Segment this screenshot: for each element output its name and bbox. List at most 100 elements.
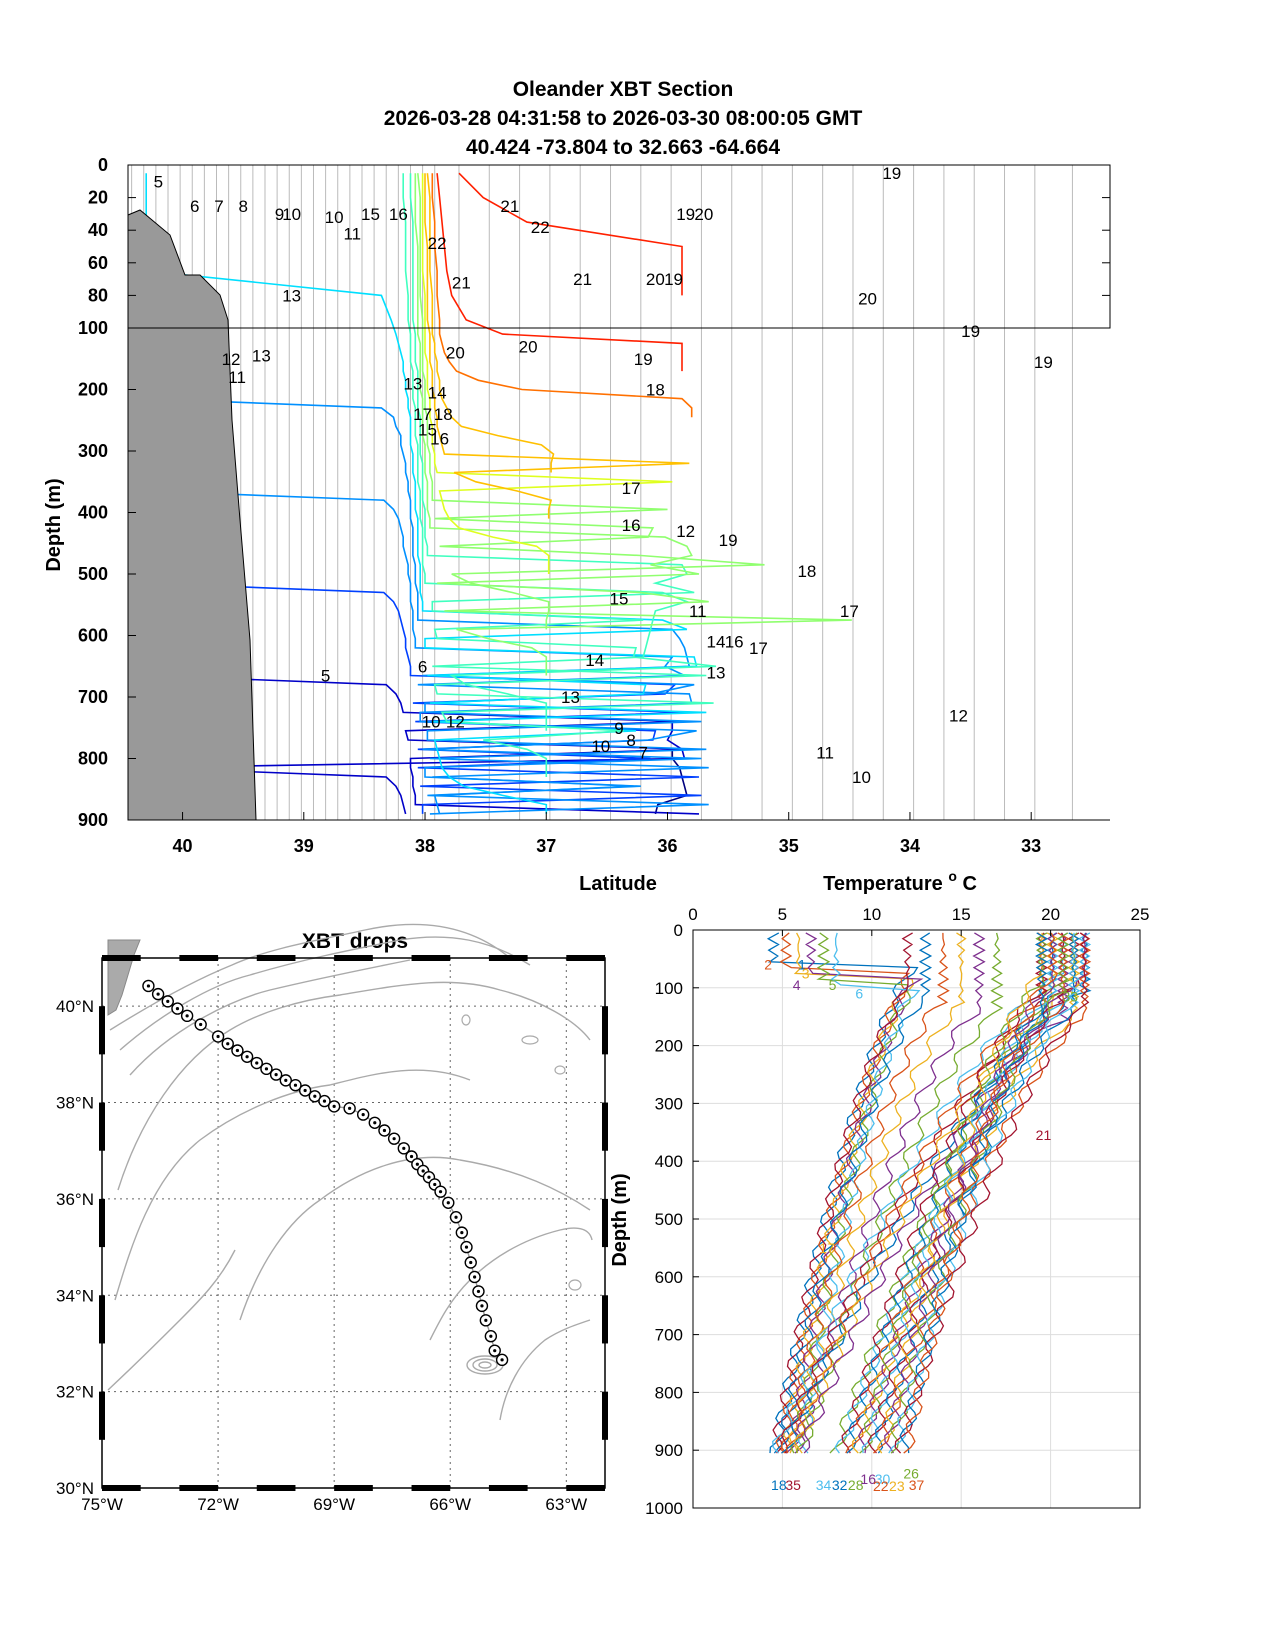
profile-label: 5 <box>829 977 837 993</box>
map-frame-segment <box>179 955 219 961</box>
temperature-profile <box>773 932 933 1454</box>
lat-tick-label: 39 <box>294 836 314 856</box>
map-frame-segment <box>179 1485 219 1491</box>
xbt-drop-center <box>460 1231 464 1235</box>
profile-y-tick-label: 600 <box>655 1268 683 1287</box>
profile-label: 6 <box>855 986 863 1002</box>
map-frame-segment <box>488 955 528 961</box>
contour-label: 6 <box>418 657 427 676</box>
map-frame-segment <box>99 1295 105 1344</box>
contour-label: 11 <box>689 602 707 621</box>
profile-label: 2 <box>764 957 772 973</box>
contour-label: 12 <box>446 713 465 732</box>
profile-label: 16 <box>860 1471 876 1487</box>
upper-tick-label: 60 <box>88 253 108 273</box>
map-lat-label: 36°N <box>56 1190 94 1209</box>
contour-9 <box>145 444 709 815</box>
map-frame-segment <box>334 955 373 961</box>
xbt-drop-center <box>469 1260 473 1265</box>
temperature-profile <box>803 932 1071 1454</box>
lower-tick-label: 700 <box>78 687 108 707</box>
station-lines <box>131 165 1073 820</box>
temperature-profile <box>859 932 1048 1454</box>
temperature-profile <box>780 932 950 1454</box>
contour-18 <box>426 173 555 473</box>
xbt-drop-center <box>464 1245 469 1249</box>
section-x-label: Latitude <box>579 873 657 895</box>
profile-label: 35 <box>785 1477 801 1493</box>
contour-label: 19 <box>1034 353 1053 372</box>
xbt-drop-center <box>235 1048 240 1053</box>
contour-label: 19 <box>676 205 695 224</box>
map-frame-segment <box>99 1391 105 1440</box>
xbt-drop-center <box>284 1078 288 1082</box>
profile-y-tick-label: 700 <box>655 1326 683 1345</box>
temperature-profile <box>785 932 924 1454</box>
map-frame-segment <box>99 1102 105 1151</box>
map-frame-segment <box>99 1198 105 1248</box>
profile-y-tick-label: 200 <box>655 1037 683 1056</box>
contour-label: 6 <box>190 197 199 216</box>
xbt-drop-center <box>313 1094 317 1098</box>
contour-label: 14 <box>585 651 604 670</box>
profile-x-label-unit: C <box>962 873 976 895</box>
contour-12 <box>402 173 714 777</box>
profile-y-tick-label: 900 <box>655 1441 683 1460</box>
map-frame-segment <box>566 955 605 961</box>
xbt-drop-center <box>493 1349 497 1353</box>
map-frame-segment <box>602 1006 608 1055</box>
xbt-drop-center <box>476 1289 481 1294</box>
xbt-drop-center <box>454 1215 458 1219</box>
temperature-profile <box>861 932 1060 1454</box>
temperature-profile <box>894 932 1090 1454</box>
xbt-drop-center <box>480 1304 484 1308</box>
contour-label: 8 <box>238 197 247 216</box>
map-lon-label: 72°W <box>197 1495 239 1514</box>
xbt-drop-center <box>175 1006 180 1011</box>
contour-label: 19 <box>634 350 653 369</box>
contour-label: 17 <box>749 639 768 658</box>
profile-x-tick-label: 10 <box>862 905 881 924</box>
contour-label: 12 <box>949 706 968 725</box>
temperature-profile <box>903 932 1059 1454</box>
lower-tick-label: 300 <box>78 441 108 461</box>
profile-label: 4 <box>793 977 801 993</box>
profile-y-tick-label: 300 <box>655 1094 683 1113</box>
lower-depth-ticks: 100 200 300 400 500 600 700 800 900 <box>78 318 136 830</box>
contour-label: 10 <box>282 205 301 224</box>
contour-label: 7 <box>214 197 223 216</box>
xbt-drop-center <box>438 1190 443 1194</box>
contour-label: 8 <box>626 731 635 750</box>
map-frame-segment <box>602 1295 608 1344</box>
lower-tick-label: 500 <box>78 564 108 584</box>
profile-label: 32 <box>832 1477 848 1493</box>
contour-label: 12 <box>222 350 241 369</box>
lat-tick-label: 37 <box>536 836 556 856</box>
map-lat-label: 40°N <box>56 997 94 1016</box>
xbt-drop-center <box>433 1182 437 1187</box>
lat-tick-label: 35 <box>779 836 799 856</box>
contour-label: 19 <box>664 270 683 289</box>
upper-depth-ticks: 0 20 40 60 80 <box>88 155 1110 329</box>
xbt-drop-center <box>489 1334 493 1338</box>
latitude-ticks: 40 39 38 37 36 35 34 33 <box>173 812 1041 856</box>
map-lon-label: 69°W <box>313 1495 355 1514</box>
contour-label: 16 <box>622 516 641 535</box>
profile-y-label: Depth (m) <box>609 1173 631 1266</box>
lat-tick-label: 38 <box>415 836 435 856</box>
xbt-drop-center <box>402 1146 406 1150</box>
xbt-drop-center <box>274 1073 278 1077</box>
map-lat-label: 34°N <box>56 1286 94 1305</box>
lower-tick-label: 100 <box>78 318 108 338</box>
contour-label: 21 <box>573 270 592 289</box>
section-title-line-1: Oleander XBT Section <box>513 78 734 101</box>
contour-label: 16 <box>430 430 449 449</box>
xbt-drop-center <box>473 1275 477 1279</box>
contour-label: 15 <box>418 420 437 439</box>
profile-x-tick-label: 15 <box>952 905 971 924</box>
ship-track <box>147 985 503 1361</box>
section-y-label: Depth (m) <box>43 478 65 571</box>
contour-label: 13 <box>707 663 726 682</box>
contour-label: 19 <box>961 322 980 341</box>
